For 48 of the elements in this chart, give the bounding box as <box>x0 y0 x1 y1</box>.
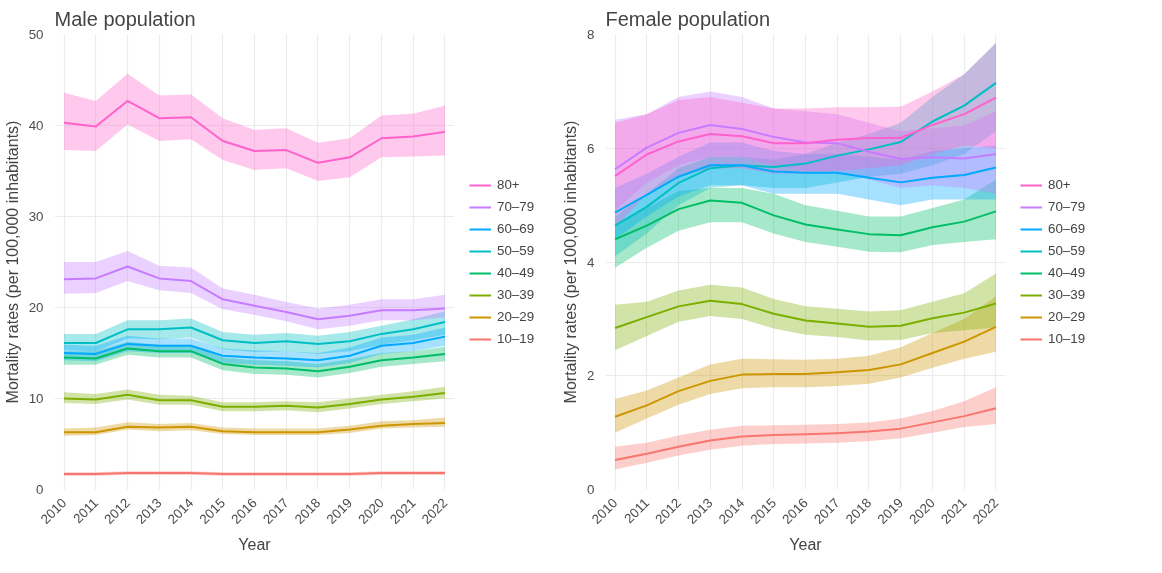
y-axis-title: Mortality rates (per 100,000 inhabitants) <box>562 120 580 404</box>
y-tick-label: 0 <box>587 482 595 497</box>
line-series <box>63 347 446 373</box>
legend-label: 40–49 <box>1048 265 1086 280</box>
legend-label: 70–79 <box>1048 199 1086 214</box>
line-series <box>63 422 446 434</box>
y-tick-label: 2 <box>587 368 595 384</box>
line-series <box>614 299 997 329</box>
line-series <box>614 407 997 461</box>
line-series <box>63 335 446 362</box>
legend-label: 80+ <box>1048 177 1071 192</box>
line-series <box>614 164 997 214</box>
y-tick-label: 4 <box>587 254 596 270</box>
x-axis-title: Year <box>238 535 272 553</box>
y-tick-label: 8 <box>587 27 595 42</box>
y-axis-title: Mortality rates (per 100,000 inhabitants) <box>3 120 21 404</box>
legend-label: 30–39 <box>1048 287 1086 302</box>
legend-label: 70–79 <box>497 199 535 214</box>
legend-label: 10–19 <box>497 331 535 346</box>
legend-label: 20–29 <box>1048 309 1086 324</box>
legend-label: 50–59 <box>1048 243 1086 258</box>
legend-label: 30–39 <box>497 287 535 302</box>
line-series <box>614 123 997 171</box>
line-series <box>63 392 446 409</box>
y-tick-label: 20 <box>28 300 44 315</box>
legend-label: 10–19 <box>1048 331 1086 346</box>
legend-label: 20–29 <box>497 309 535 324</box>
chart-title: Male population <box>54 7 196 30</box>
y-tick-label: 50 <box>28 27 44 42</box>
line-series <box>63 265 446 321</box>
line-series <box>614 81 997 227</box>
legend-label: 80+ <box>497 177 520 192</box>
y-tick-label: 40 <box>28 118 44 133</box>
legend-label: 60–69 <box>1048 221 1086 236</box>
y-tick-label: 10 <box>28 391 44 406</box>
legend-label: 50–59 <box>497 243 535 258</box>
line-series <box>614 325 997 418</box>
legend-label: 60–69 <box>497 221 535 236</box>
x-axis-title: Year <box>789 535 823 553</box>
line-series <box>614 96 997 178</box>
y-tick-label: 0 <box>36 482 44 497</box>
y-tick-label: 6 <box>587 140 595 156</box>
line-series <box>63 99 446 164</box>
line-series <box>614 199 997 241</box>
chart-title: Female population <box>605 7 771 30</box>
y-tick-label: 30 <box>28 209 44 224</box>
legend-label: 40–49 <box>497 265 535 280</box>
line-series <box>63 321 446 345</box>
